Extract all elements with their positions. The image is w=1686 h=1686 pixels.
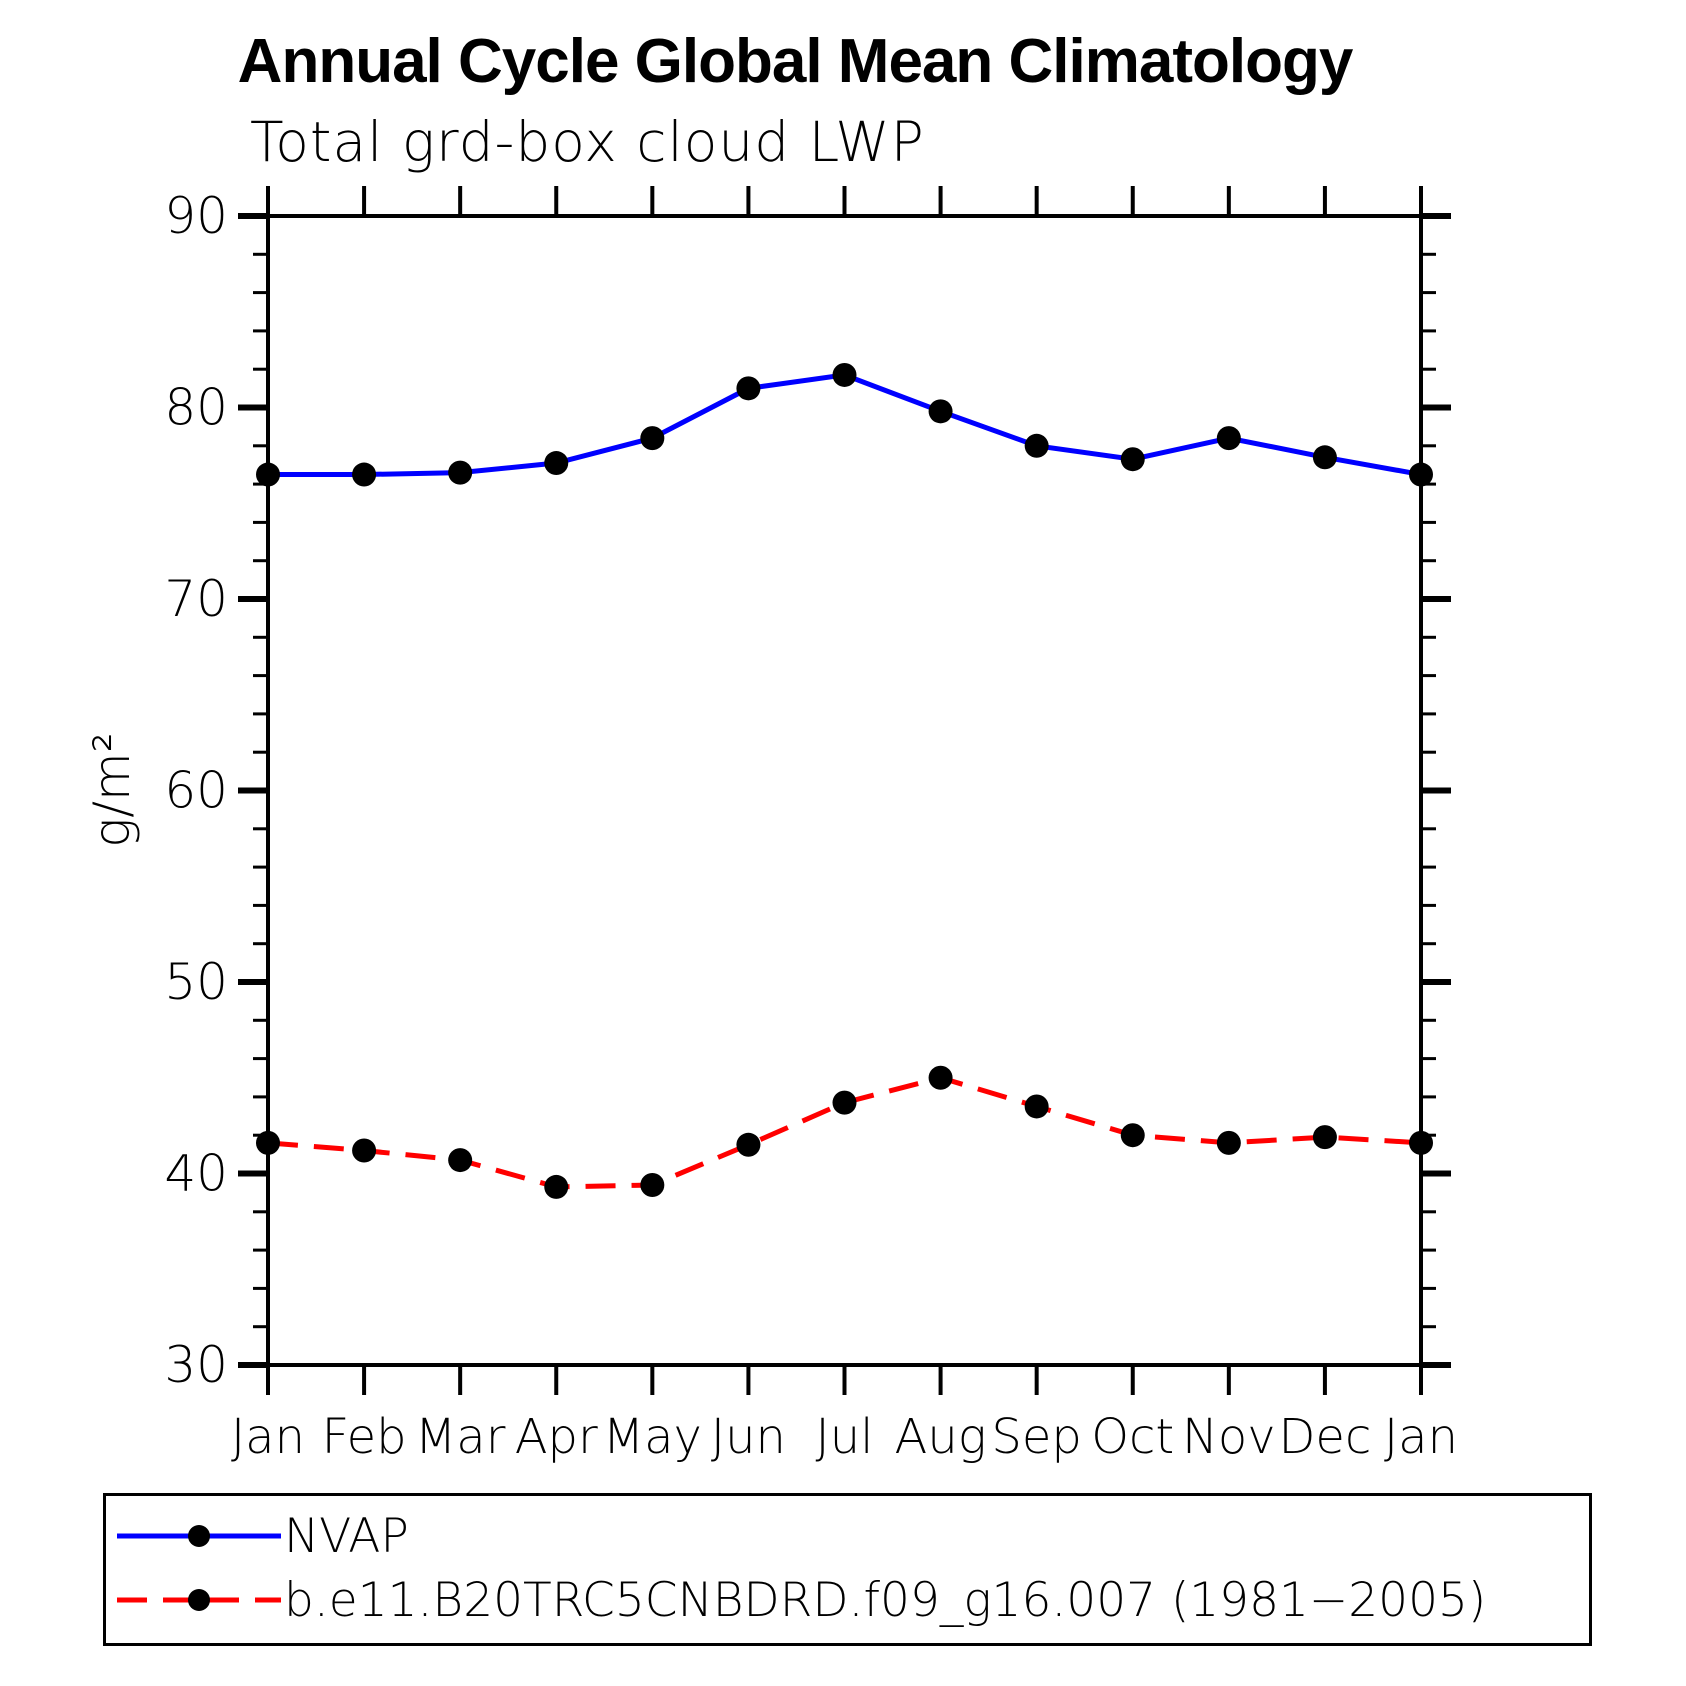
legend-line-sample-dashed-icon bbox=[117, 1589, 281, 1611]
x-tick-label: Jun bbox=[711, 1409, 786, 1465]
x-tick-label: Apr bbox=[515, 1409, 598, 1465]
y-tick-label: 50 bbox=[164, 953, 228, 1011]
data-point-marker bbox=[544, 1174, 569, 1199]
x-tick-label: Jul bbox=[816, 1409, 874, 1465]
legend-row-model: b.e11.B20TRC5CNBDRD.f09_g16.007 (1981−20… bbox=[114, 1570, 1486, 1630]
data-point-marker bbox=[256, 462, 280, 487]
x-tick-label: Sep bbox=[991, 1409, 1081, 1465]
data-point-marker bbox=[736, 376, 761, 401]
x-tick-label: Nov bbox=[1182, 1409, 1276, 1465]
legend-marker-dot-icon bbox=[188, 1589, 210, 1611]
legend-label-model: b.e11.B20TRC5CNBDRD.f09_g16.007 (1981−20… bbox=[284, 1572, 1487, 1628]
data-point-marker bbox=[448, 460, 473, 485]
data-point-marker bbox=[1216, 426, 1241, 451]
legend-row-nvap: NVAP bbox=[114, 1506, 409, 1566]
data-point-marker bbox=[1409, 1130, 1433, 1155]
data-point-marker bbox=[1024, 433, 1049, 458]
y-tick-label: 70 bbox=[164, 570, 228, 628]
data-point-marker bbox=[928, 1065, 953, 1090]
legend-label-nvap: NVAP bbox=[284, 1508, 409, 1564]
x-tick-label: Jan bbox=[231, 1409, 305, 1465]
data-point-marker bbox=[640, 426, 665, 451]
chart-subtitle: Total grd-box cloud LWP bbox=[250, 110, 925, 174]
data-point-marker bbox=[1024, 1094, 1049, 1119]
x-tick-label: Oct bbox=[1091, 1409, 1174, 1465]
data-point-marker bbox=[256, 1130, 280, 1155]
data-point-marker bbox=[640, 1172, 665, 1197]
x-tick-label: Jan bbox=[1384, 1409, 1458, 1465]
chart-title: Annual Cycle Global Mean Climatology bbox=[237, 27, 1354, 96]
legend-box: NVAP b.e11.B20TRC5CNBDRD.f09_g16.007 (19… bbox=[103, 1493, 1592, 1646]
x-tick-label: Feb bbox=[322, 1409, 407, 1465]
data-point-marker bbox=[832, 1090, 857, 1115]
data-point-marker bbox=[544, 451, 569, 476]
data-point-marker bbox=[736, 1132, 761, 1157]
data-point-marker bbox=[1216, 1130, 1241, 1155]
data-point-marker bbox=[448, 1148, 473, 1173]
y-tick-label: 30 bbox=[164, 1336, 228, 1394]
x-tick-label: Dec bbox=[1278, 1409, 1371, 1465]
data-point-marker bbox=[1120, 447, 1145, 472]
y-tick-label: 40 bbox=[164, 1145, 228, 1203]
data-point-marker bbox=[1312, 445, 1337, 470]
y-tick-label: 60 bbox=[164, 762, 228, 820]
series-line-0 bbox=[268, 372, 1422, 478]
y-tick-label: 80 bbox=[164, 379, 228, 437]
y-tick-label: 90 bbox=[164, 187, 228, 245]
x-tick-label: Mar bbox=[415, 1409, 506, 1465]
data-point-marker bbox=[928, 399, 953, 424]
data-point-marker bbox=[1120, 1123, 1145, 1148]
legend-marker-dot-icon bbox=[188, 1525, 210, 1547]
x-tick-label: Aug bbox=[895, 1409, 987, 1465]
data-point-marker bbox=[1409, 462, 1433, 487]
plot-frame bbox=[266, 214, 1423, 1367]
data-point-marker bbox=[1312, 1125, 1337, 1150]
x-tick-label: May bbox=[603, 1409, 702, 1465]
legend-line-sample-solid-icon bbox=[117, 1525, 281, 1547]
data-point-marker bbox=[352, 1138, 377, 1163]
data-point-marker bbox=[832, 362, 857, 387]
data-point-marker bbox=[352, 462, 377, 487]
